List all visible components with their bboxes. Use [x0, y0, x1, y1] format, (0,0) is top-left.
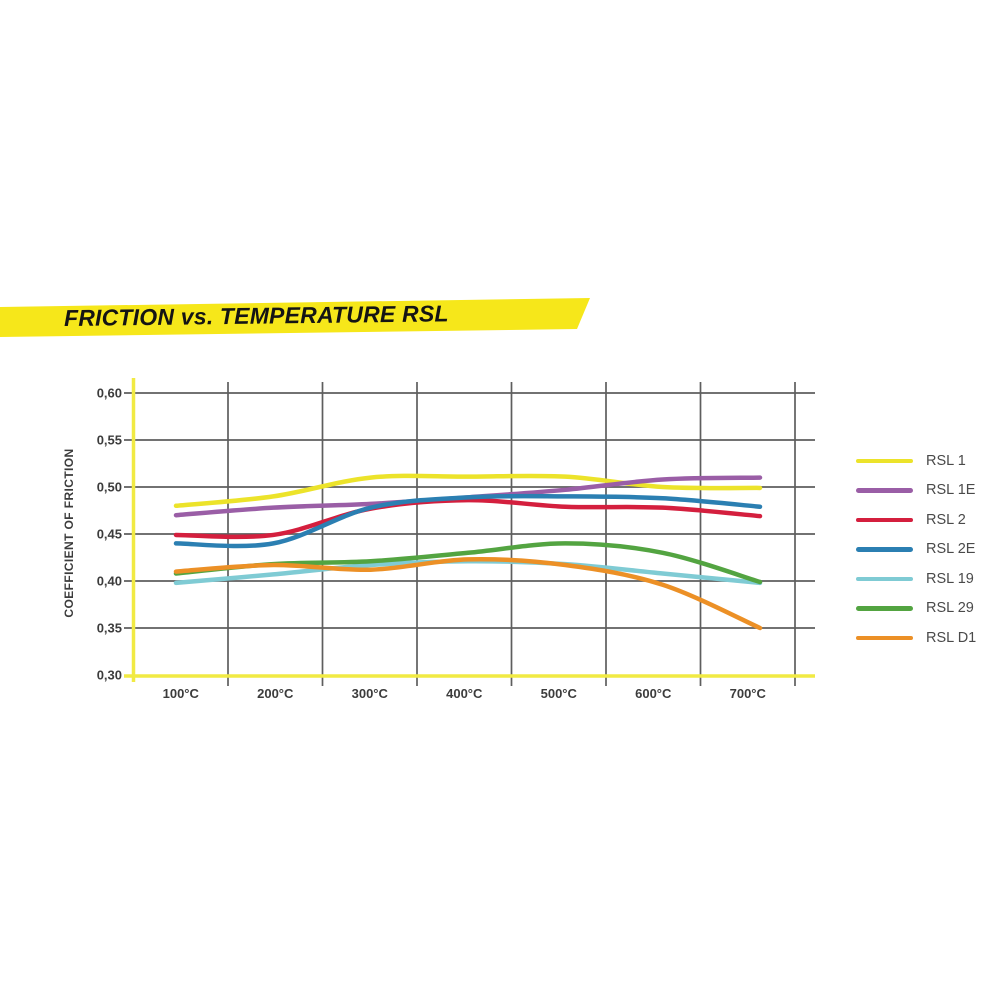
legend-item-rsl-2: RSL 2: [856, 505, 996, 535]
legend-label-rsl-2e: RSL 2E: [926, 541, 976, 558]
y-tick-label: 0,55: [97, 433, 122, 448]
legend-swatch-rsl-1: [856, 458, 913, 463]
legend-label-rsl-19: RSL 19: [926, 570, 974, 587]
legend-label-rsl-29: RSL 29: [926, 600, 974, 617]
x-tick-label: 400°C: [446, 686, 483, 701]
series-line-rsl-2e: [173, 493, 763, 549]
x-tick-label: 300°C: [352, 686, 389, 701]
series-line-rsl-d1: [173, 556, 763, 631]
legend-item-rsl-29: RSL 29: [856, 594, 996, 624]
legend-item-rsl-d1: RSL D1: [856, 623, 996, 653]
legend-label-rsl-1: RSL 1: [926, 452, 966, 469]
legend-swatch-rsl-29: [856, 606, 913, 611]
legend-swatch-rsl-2e: [856, 547, 913, 552]
x-tick-label: 500°C: [541, 686, 578, 701]
legend-label-rsl-d1: RSL D1: [926, 629, 977, 646]
legend-swatch-rsl-2: [856, 517, 913, 522]
x-tick-label: 100°C: [163, 686, 200, 701]
legend-label-rsl-2: RSL 2: [926, 511, 966, 528]
y-axis-title: COEFFICIENT OF FRICTION: [62, 448, 76, 617]
y-tick-label: 0,45: [97, 527, 122, 542]
chart-legend: RSL 1 RSL 1E RSL 2 RSL 2E RSL 19 RSL 29 RSL D1: [856, 446, 996, 653]
legend-swatch-rsl-1e: [856, 488, 913, 493]
legend-swatch-rsl-19: [856, 576, 913, 581]
x-tick-label: 200°C: [257, 686, 294, 701]
legend-item-rsl-1e: RSL 1E: [856, 476, 996, 506]
legend-label-rsl-1e: RSL 1E: [926, 482, 976, 499]
legend-item-rsl-2e: RSL 2E: [856, 535, 996, 565]
y-tick-label: 0,50: [97, 480, 122, 495]
y-tick-label: 0,35: [97, 621, 122, 636]
y-tick-label: 0,30: [97, 668, 122, 683]
legend-swatch-rsl-d1: [856, 635, 913, 640]
legend-item-rsl-1: RSL 1: [856, 446, 996, 476]
y-tick-label: 0,60: [97, 386, 122, 401]
series-line-rsl-1: [173, 473, 763, 509]
x-tick-label: 600°C: [635, 686, 672, 701]
legend-item-rsl-19: RSL 19: [856, 564, 996, 594]
series-line-rsl-2: [173, 497, 763, 540]
y-tick-label: 0,40: [97, 574, 122, 589]
x-tick-label: 700°C: [730, 686, 767, 701]
